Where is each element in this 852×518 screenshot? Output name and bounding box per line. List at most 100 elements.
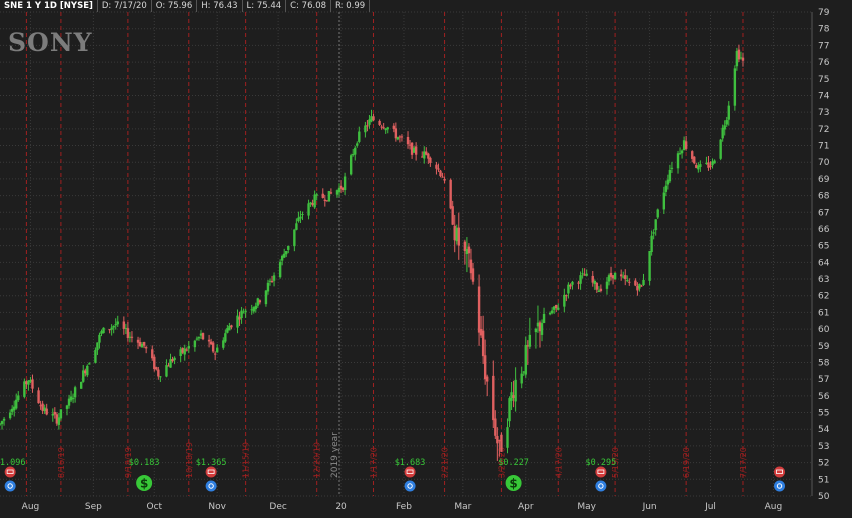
candle-body [258,300,262,303]
earnings-icon[interactable] [595,466,607,478]
event-line-label: 7/17/20 [739,447,748,478]
candle-body [80,381,83,389]
candle-body [711,161,714,166]
candle-body [439,170,442,177]
candle-body [55,414,59,424]
candle-body [17,395,20,401]
candle-body [611,275,615,279]
candle-body [510,392,513,401]
candle-body [297,217,300,222]
y-tick-label: 65 [818,242,829,252]
candle-body [138,341,142,347]
dividend-dollar-icon[interactable] [136,475,153,491]
candle-body [733,68,737,106]
x-tick-label: Aug [765,502,783,512]
y-tick-label: 79 [818,8,830,18]
candle-body [2,418,6,421]
candle-body [595,282,599,290]
candle-body [455,227,458,242]
earnings-icon[interactable] [774,466,786,478]
candle-body [108,329,111,331]
candle-body [59,409,63,419]
candle-body [406,136,410,145]
grid [0,11,812,497]
candle-body [293,229,296,247]
x-tick-label: Jul [704,502,716,512]
candle-body [597,290,601,292]
candle-body [707,162,710,168]
candle-body [216,347,219,353]
y-tick-label: 69 [818,175,830,185]
candle-body [268,280,272,282]
y-tick-label: 64 [818,258,830,268]
candle-body [358,131,361,142]
candle-body [725,120,728,125]
x-tick-label: Dec [269,502,286,512]
candle-body [112,326,115,328]
candle-body [356,143,359,146]
candle-body [427,153,430,159]
x-tick-label: Aug [22,502,40,512]
candle-body [187,346,190,349]
candle-body [144,347,148,349]
earnings-icon[interactable] [4,466,16,478]
candle-body [741,57,745,61]
y-tick-label: 62 [818,292,829,302]
candle-body [45,408,48,415]
candle-body [437,168,440,170]
earnings-icon[interactable] [205,466,217,478]
candle-body [656,209,659,218]
candle-body [96,342,99,351]
x-tick-label: Apr [518,502,534,512]
candle-body [228,325,231,331]
candle-body [500,434,503,452]
candle-body [252,307,255,312]
earnings-icon[interactable] [404,466,416,478]
candle-body [10,408,14,412]
info-icon[interactable] [774,480,786,492]
candle-body [396,137,400,140]
candle-body [739,57,743,59]
dividend-dollar-icon[interactable] [505,475,522,491]
info-icon[interactable] [404,480,416,492]
candle-body [583,274,586,276]
candle-body [378,120,381,125]
candle-body [337,187,341,193]
candle-body [37,390,40,404]
candle-body [486,376,489,382]
candle-body [84,370,87,374]
candle-body [664,185,668,192]
candle-body [209,341,213,345]
symbol-label[interactable]: SNE 1 Y 1D [NYSE] [0,0,98,12]
candle-body [181,347,184,353]
candle-body [157,369,160,377]
candle-body [634,280,637,286]
candle-body [287,245,290,250]
candle-body [670,167,674,169]
candle-body [640,285,643,287]
candle-body [197,337,201,339]
y-tick-label: 61 [818,308,829,318]
info-icon[interactable] [205,480,217,492]
candle-body [441,176,444,178]
candle-body [636,285,639,291]
candle-body [699,164,702,167]
candle-body [709,165,712,167]
candle-body [240,310,243,319]
candle-body [114,324,117,326]
candle-body [136,339,140,343]
candle-body [713,160,716,164]
close-label: C: 76.08 [286,0,332,12]
candle-body [508,398,511,422]
candle-body [299,216,302,219]
info-icon[interactable] [595,480,607,492]
candle-body [642,279,645,286]
candle-body [506,427,509,448]
candle-body [41,403,44,411]
candle-body [295,223,298,230]
y-tick-label: 67 [818,208,829,218]
info-icon[interactable] [4,480,16,492]
event-line-label: 11/15/19 [242,442,251,478]
